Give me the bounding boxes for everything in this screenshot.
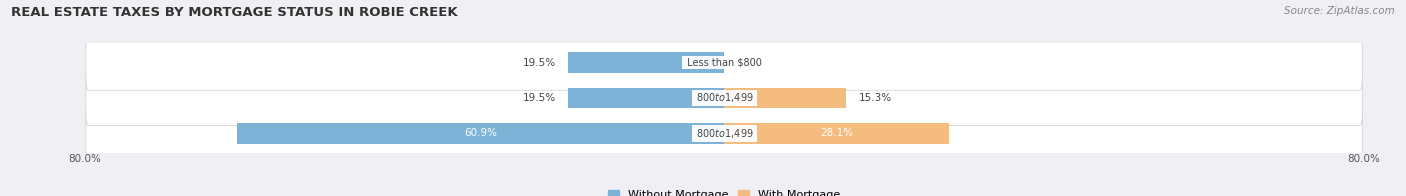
Legend: Without Mortgage, With Mortgage: Without Mortgage, With Mortgage bbox=[603, 185, 845, 196]
FancyBboxPatch shape bbox=[86, 35, 1362, 90]
Text: $800 to $1,499: $800 to $1,499 bbox=[693, 92, 755, 104]
Bar bbox=[568, 52, 724, 73]
Text: 28.1%: 28.1% bbox=[820, 128, 853, 138]
Text: 0.0%: 0.0% bbox=[737, 58, 762, 68]
Bar bbox=[568, 88, 724, 108]
Bar bbox=[724, 88, 846, 108]
Text: 19.5%: 19.5% bbox=[523, 93, 557, 103]
Text: Source: ZipAtlas.com: Source: ZipAtlas.com bbox=[1284, 6, 1395, 16]
Text: $800 to $1,499: $800 to $1,499 bbox=[693, 127, 755, 140]
Bar bbox=[238, 123, 724, 144]
Text: 60.9%: 60.9% bbox=[464, 128, 498, 138]
FancyBboxPatch shape bbox=[86, 106, 1362, 161]
Bar bbox=[724, 123, 949, 144]
FancyBboxPatch shape bbox=[86, 70, 1362, 126]
Text: Less than $800: Less than $800 bbox=[683, 58, 765, 68]
Text: REAL ESTATE TAXES BY MORTGAGE STATUS IN ROBIE CREEK: REAL ESTATE TAXES BY MORTGAGE STATUS IN … bbox=[11, 6, 458, 19]
Text: 19.5%: 19.5% bbox=[523, 58, 557, 68]
Text: 15.3%: 15.3% bbox=[859, 93, 891, 103]
